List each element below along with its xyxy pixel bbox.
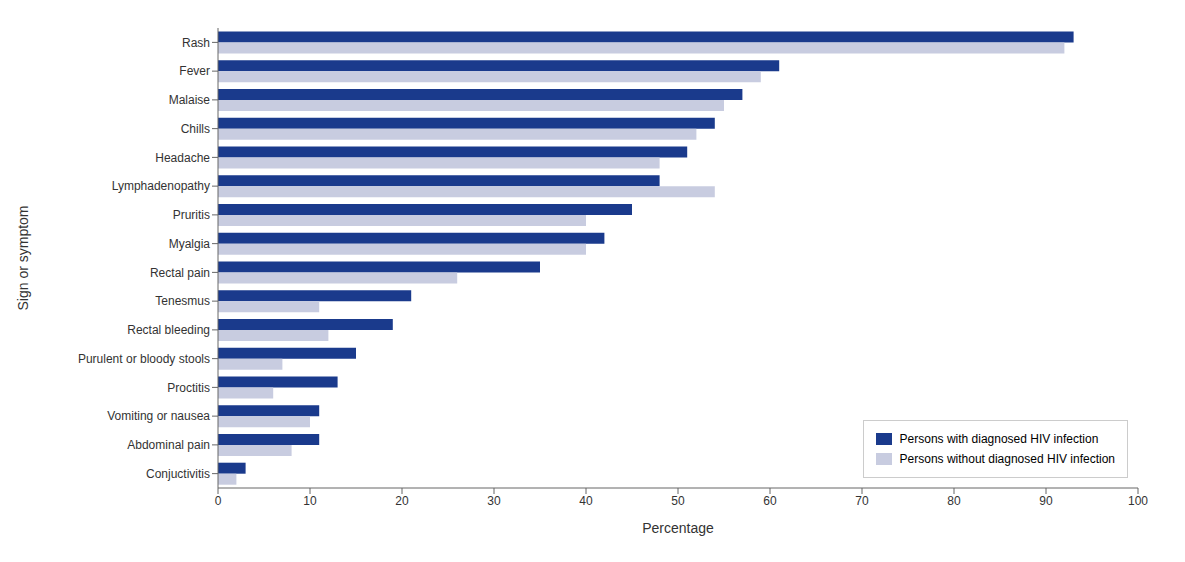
svg-text:Myalgia: Myalgia <box>169 237 211 251</box>
svg-text:Purulent or bloody stools: Purulent or bloody stools <box>78 352 210 366</box>
svg-text:Pruritis: Pruritis <box>173 208 210 222</box>
svg-text:90: 90 <box>1039 494 1053 508</box>
svg-text:Abdominal pain: Abdominal pain <box>127 438 210 452</box>
svg-text:0: 0 <box>215 494 222 508</box>
html-text:Persons without diagnosed HIV: Persons without diagnosed HIV infection <box>899 452 1115 466</box>
svg-text:Rectal bleeding: Rectal bleeding <box>127 323 210 337</box>
svg-text:Vomiting or nausea: Vomiting or nausea <box>107 409 210 423</box>
svg-text:50: 50 <box>671 494 685 508</box>
svg-text:Headache: Headache <box>155 151 210 165</box>
svg-text:20: 20 <box>395 494 409 508</box>
svg-text:60: 60 <box>763 494 777 508</box>
svg-text:Percentage: Percentage <box>642 520 714 536</box>
svg-text:70: 70 <box>855 494 869 508</box>
svg-text:Fever: Fever <box>179 64 210 78</box>
svg-text:Chills: Chills <box>181 122 210 136</box>
svg-text:Proctitis: Proctitis <box>167 381 210 395</box>
svg-text:Lymphadenopathy: Lymphadenopathy <box>112 179 210 193</box>
svg-text:Rectal pain: Rectal pain <box>150 266 210 280</box>
svg-text:Tenesmus: Tenesmus <box>155 294 210 308</box>
svg-text:Malaise: Malaise <box>169 93 211 107</box>
svg-text:Conjuctivitis: Conjuctivitis <box>146 467 210 481</box>
svg-text:Sign or symptom: Sign or symptom <box>15 205 31 310</box>
svg-text:40: 40 <box>579 494 593 508</box>
html-text:Persons with diagnosed HIV inf: Persons with diagnosed HIV infection <box>899 432 1099 446</box>
svg-text:80: 80 <box>947 494 961 508</box>
svg-text:Rash: Rash <box>182 36 210 50</box>
svg-text:10: 10 <box>303 494 317 508</box>
svg-text:30: 30 <box>487 494 501 508</box>
svg-text:100: 100 <box>1128 494 1148 508</box>
